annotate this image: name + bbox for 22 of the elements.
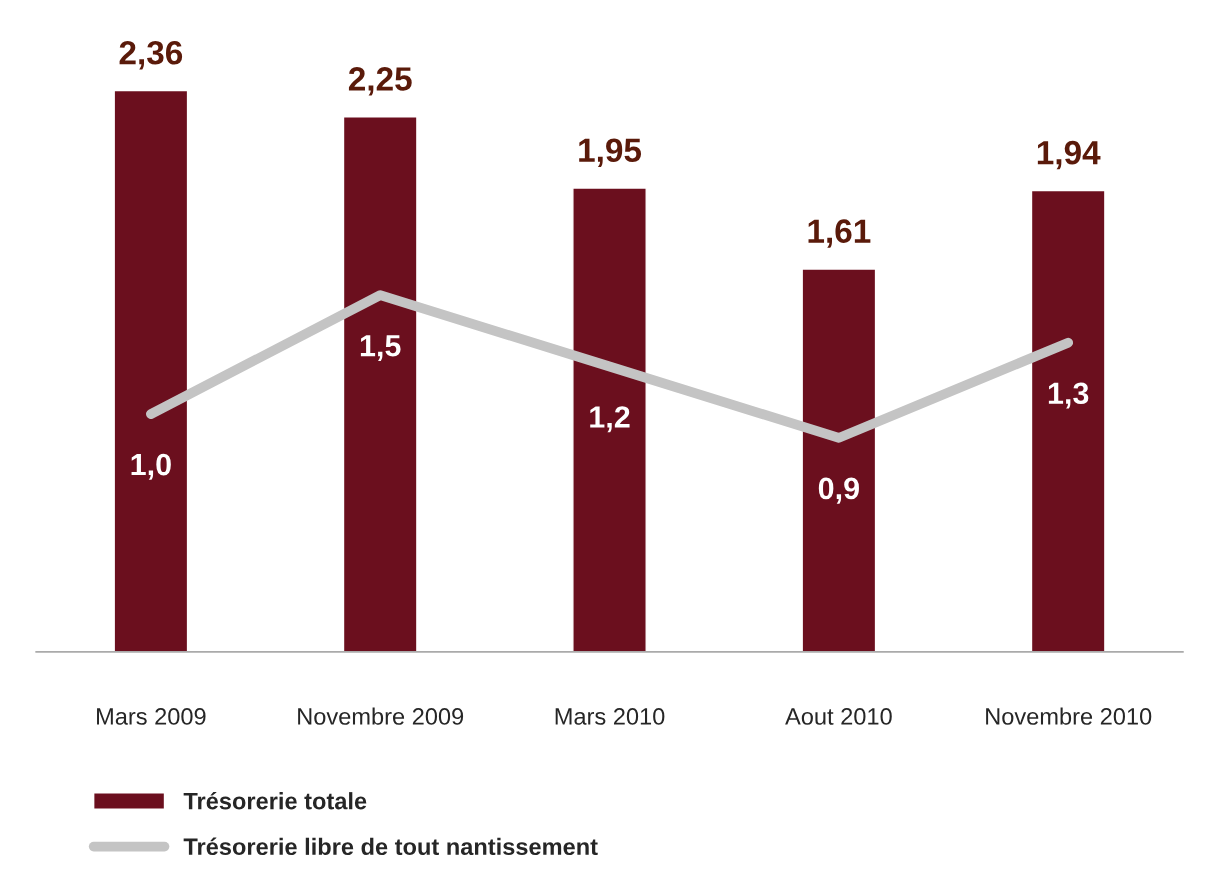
data-label: 1,0 <box>131 453 171 480</box>
bar <box>113 89 189 652</box>
x-tick-label: Aout 2010 <box>785 708 892 725</box>
data-label: 1,94 <box>1037 140 1101 170</box>
bar <box>801 268 877 652</box>
x-tick-label: Mars 2010 <box>555 708 665 725</box>
bar <box>572 187 647 652</box>
data-label: 1,61 <box>808 219 871 248</box>
bar <box>342 116 418 652</box>
data-label: 1,3 <box>1048 382 1089 409</box>
legend-label: Trésorerie libre de tout nantissement <box>183 837 598 856</box>
data-label: 2,25 <box>348 67 412 96</box>
bar <box>1030 189 1106 652</box>
data-label: 0,9 <box>818 477 859 504</box>
data-label: 1,5 <box>360 335 401 361</box>
data-label: 1,95 <box>579 138 642 167</box>
x-tick-label: Novembre 2009 <box>298 707 464 725</box>
x-tick-label: Mars 2009 <box>97 708 206 725</box>
legend-label: Trésorerie totale <box>183 791 367 810</box>
data-label: 1,2 <box>590 406 630 433</box>
data-label: 2,36 <box>119 40 183 70</box>
x-tick-label: Novembre 2010 <box>986 707 1152 725</box>
